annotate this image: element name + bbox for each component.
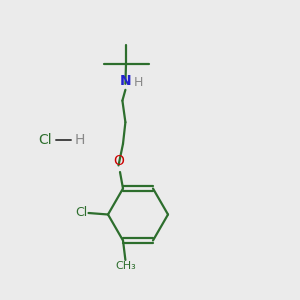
Text: H: H: [74, 133, 85, 146]
Text: Cl: Cl: [75, 206, 87, 219]
Text: CH₃: CH₃: [115, 262, 136, 272]
Text: H: H: [133, 76, 143, 89]
Text: N: N: [120, 74, 131, 88]
Text: O: O: [113, 154, 124, 168]
Text: Cl: Cl: [38, 133, 52, 146]
